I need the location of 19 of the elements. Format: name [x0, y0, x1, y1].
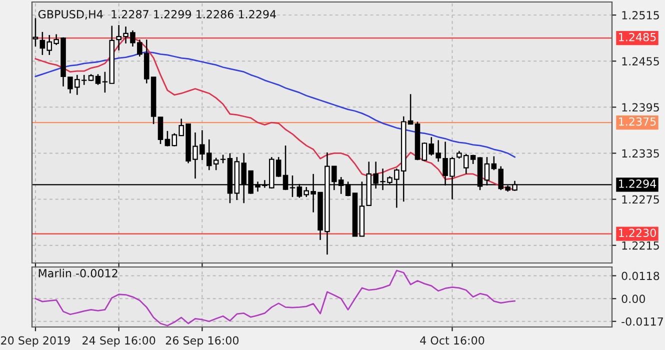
y-tick-label: -0.0117 — [622, 317, 663, 326]
y-tick-label: 1.2455 — [622, 57, 659, 66]
x-tick-label: 24 Sep 16:00 — [82, 336, 156, 347]
y-tick-label: 0.00 — [622, 294, 646, 304]
chart-title: Marlin -0.0012 — [38, 268, 118, 278]
ref-line-label: 1.2294 — [619, 180, 656, 188]
x-tick-label: 20 Sep 2019 — [1, 336, 70, 347]
y-tick-label: 1.2215 — [622, 241, 659, 250]
ref-line-label: 1.2230 — [619, 228, 656, 238]
ref-line-label: 1.2485 — [619, 32, 656, 42]
text: GBPUSD,H4 1.2287 1.2299 1.2286 1.2294 — [38, 10, 276, 20]
y-tick-label: 0.0118 — [622, 272, 660, 280]
y-tick-label: 1.2335 — [622, 149, 659, 158]
x-tick-label: 26 Sep 16:00 — [166, 336, 239, 347]
y-tick-label: 1.2275 — [622, 195, 659, 204]
x-tick-label: 4 Oct 16:00 — [420, 336, 484, 345]
ref-line-label: 1.2375 — [619, 117, 656, 126]
y-tick-label: 1.2515 — [622, 11, 659, 20]
y-tick-label: 1.2395 — [622, 103, 659, 112]
